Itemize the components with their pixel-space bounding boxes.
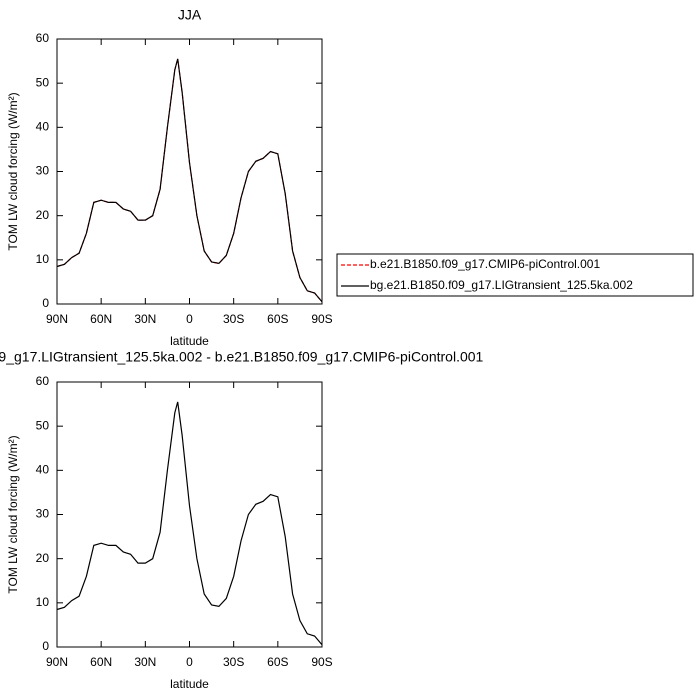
x-tick-label: 60N [90, 312, 112, 326]
x-tick-label: 60S [267, 312, 288, 326]
x-tick-label: 30S [223, 312, 244, 326]
y-tick-label: 20 [36, 551, 50, 565]
x-tick-label: 0 [186, 655, 193, 669]
y-tick-label: 0 [42, 296, 49, 310]
plot-frame [56, 38, 323, 305]
y-tick-label: 60 [36, 374, 50, 388]
y-tick-label: 10 [36, 252, 50, 266]
chart-title: bg.e21.B1850.f09_g17.LIGtransient_125.5k… [0, 349, 484, 365]
legend-label: bg.e21.B1850.f09_g17.LIGtransient_125.5k… [370, 278, 633, 292]
x-tick-label: 30N [134, 312, 156, 326]
y-tick-label: 0 [42, 639, 49, 653]
x-tick-label: 60S [267, 655, 288, 669]
x-tick-label: 0 [186, 312, 193, 326]
y-tick-label: 40 [36, 463, 50, 477]
x-axis-label: latitude [170, 334, 209, 348]
y-tick-label: 10 [36, 595, 50, 609]
y-axis-label: TOM LW cloud forcing (W/m²) [6, 92, 20, 250]
x-tick-label: 90N [46, 312, 68, 326]
y-tick-label: 20 [36, 208, 50, 222]
x-tick-label: 90S [311, 312, 332, 326]
y-tick-label: 30 [36, 164, 50, 178]
y-tick-label: 50 [36, 75, 50, 89]
plot-frame [56, 381, 323, 648]
x-tick-label: 90S [311, 655, 332, 669]
x-tick-label: 90N [46, 655, 68, 669]
y-tick-label: 60 [36, 31, 50, 45]
y-tick-label: 30 [36, 507, 50, 521]
chart-title: JJA [178, 7, 202, 23]
x-tick-label: 30S [223, 655, 244, 669]
y-tick-label: 50 [36, 418, 50, 432]
y-tick-label: 40 [36, 120, 50, 134]
x-tick-label: 60N [90, 655, 112, 669]
x-axis-label: latitude [170, 677, 209, 691]
data-line [56, 401, 323, 646]
legend-box [336, 253, 694, 297]
y-axis-label: TOM LW cloud forcing (W/m²) [6, 435, 20, 593]
x-tick-label: 30N [134, 655, 156, 669]
data-line [56, 58, 323, 303]
legend-label: b.e21.B1850.f09_g17.CMIP6-piControl.001 [370, 257, 600, 271]
